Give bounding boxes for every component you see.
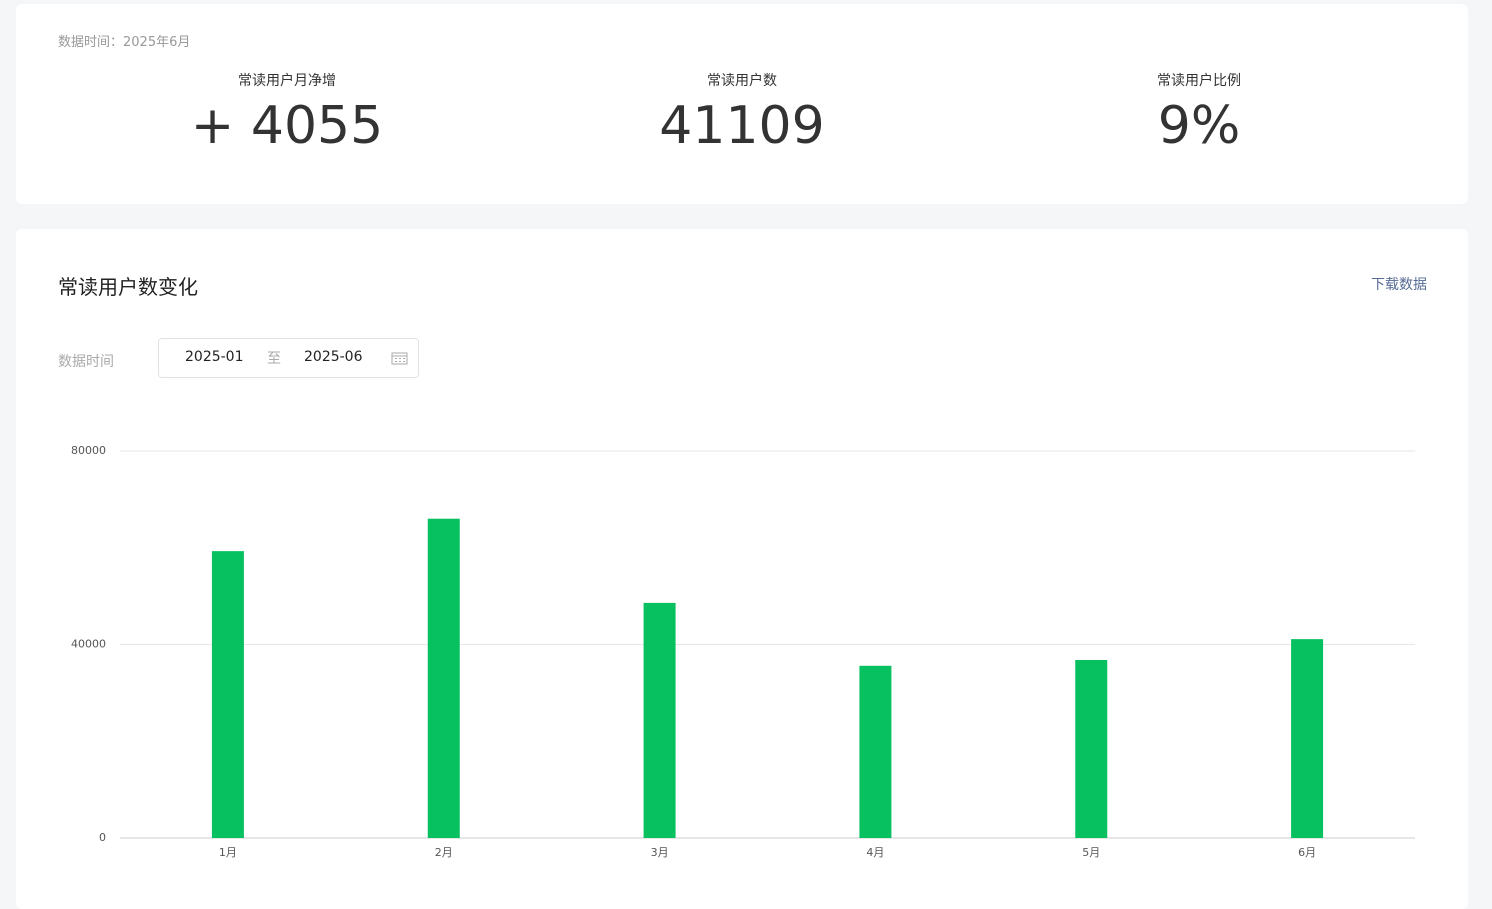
section-title: 常读用户数变化 (58, 275, 198, 299)
stat-value: 41109 (659, 96, 825, 156)
start-date[interactable]: 2025-01 (185, 349, 244, 365)
chart-card: 常读用户数变化 下载数据 数据时间 2025-01 至 2025-06 0 400… (16, 229, 1468, 909)
stat-label: 常读用户月净增 (238, 73, 336, 89)
x-tick-label: 4月 (866, 846, 884, 859)
bar (211, 551, 244, 838)
calendar-icon[interactable] (391, 351, 408, 365)
filter-label: 数据时间 (58, 354, 114, 370)
range-separator: 至 (267, 351, 281, 367)
bar (1075, 659, 1108, 838)
stat-label: 常读用户比例 (1157, 73, 1241, 89)
x-tick-label: 1月 (219, 846, 237, 859)
download-link[interactable]: 下载数据 (1371, 277, 1427, 293)
stat-value: + 4055 (190, 96, 384, 156)
y-tick-label: 0 (99, 831, 106, 844)
y-tick-label: 40000 (71, 638, 106, 651)
bar (643, 602, 676, 838)
date-range-picker[interactable]: 2025-01 至 2025-06 (158, 338, 419, 378)
summary-card: 数据时间：2025年6月 常读用户月净增 + 4055 常读用户数 41109 … (16, 4, 1468, 204)
x-tick-label: 2月 (435, 846, 453, 859)
data-time: 数据时间：2025年6月 (58, 35, 191, 50)
bar (1291, 639, 1324, 838)
end-date[interactable]: 2025-06 (304, 349, 363, 365)
x-tick-label: 3月 (651, 846, 669, 859)
bar-chart: 0 40000 80000 1月 2月 3月 4月 5月 6月 (71, 444, 1415, 859)
y-tick-label: 80000 (71, 444, 106, 457)
stat-label: 常读用户数 (707, 73, 777, 89)
bar (427, 518, 460, 838)
x-tick-label: 5月 (1082, 846, 1100, 859)
bar (859, 665, 892, 838)
stat-value: 9% (1157, 96, 1241, 156)
x-tick-label: 6月 (1298, 846, 1316, 859)
